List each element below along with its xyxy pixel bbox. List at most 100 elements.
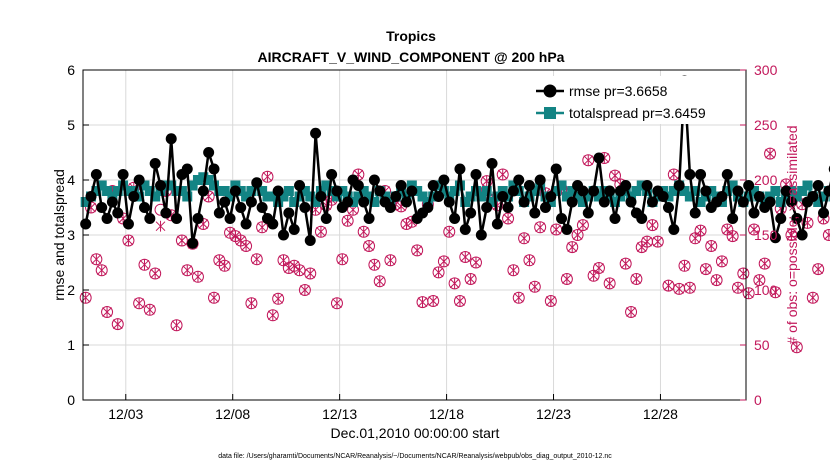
- totalspread-point: [273, 197, 284, 207]
- obs-assimilated-point: [439, 256, 449, 267]
- obs-assimilated-point: [417, 296, 428, 308]
- obs-possible-point: [592, 262, 605, 274]
- totalspread-point: [262, 191, 273, 202]
- totalspread-point: [246, 186, 257, 196]
- left-y-tick-label: 2: [67, 282, 75, 298]
- rmse-point: [374, 185, 386, 197]
- obs-assimilated-point: [519, 232, 529, 244]
- rmse-point: [475, 229, 487, 241]
- rmse-point: [636, 213, 648, 224]
- totalspread-point: [690, 186, 701, 196]
- obs-possible-point: [710, 274, 723, 287]
- rmse-point: [400, 196, 412, 208]
- obs-possible-point: [769, 286, 782, 299]
- obs-possible-point: [357, 225, 370, 238]
- rmse-point: [117, 169, 129, 180]
- obs-possible-point: [630, 273, 643, 285]
- rmse-point: [272, 185, 284, 197]
- rmse-point: [128, 191, 140, 202]
- rmse-point: [342, 196, 354, 208]
- rmse-point: [534, 174, 546, 186]
- rmse-point: [556, 213, 568, 224]
- rmse-point: [133, 174, 145, 186]
- obs-assimilated-point: [102, 306, 112, 318]
- obs-assimilated-point: [668, 169, 679, 180]
- rmse-point: [235, 202, 247, 213]
- obs-assimilated-point: [701, 263, 711, 275]
- totalspread-point: [358, 186, 369, 196]
- obs-possible-point: [298, 284, 311, 296]
- obs-assimilated-point: [332, 297, 342, 309]
- obs-possible-point: [544, 295, 557, 307]
- totalspread-point: [321, 180, 332, 191]
- right-y-tick-label: 0: [754, 392, 762, 408]
- right-y-tick-label: 200: [754, 172, 778, 188]
- obs-possible-point: [699, 263, 712, 276]
- totalspread-point: [171, 186, 182, 196]
- obs-possible-point: [507, 264, 520, 277]
- left-y-tick-label: 1: [67, 337, 75, 353]
- rmse-point: [625, 196, 637, 208]
- obs-assimilated-point: [305, 268, 316, 279]
- obs-assimilated-point: [209, 292, 219, 304]
- obs-possible-point: [619, 257, 632, 270]
- rmse-point: [315, 191, 327, 202]
- rmse-point: [251, 177, 263, 189]
- obs-possible-point: [250, 253, 263, 266]
- obs-possible-point: [175, 234, 188, 247]
- obs-possible-point: [79, 291, 92, 304]
- totalspread-point: [449, 186, 460, 196]
- rmse-point: [796, 229, 808, 241]
- totalspread-point: [299, 186, 310, 196]
- rmse-point: [577, 185, 589, 197]
- obs-assimilated-point: [150, 268, 161, 279]
- totalspread-point: [364, 191, 375, 202]
- obs-possible-point: [496, 168, 509, 181]
- x-tick-label: 12/23: [536, 406, 571, 422]
- obs-possible-point: [464, 273, 477, 285]
- obs-assimilated-point: [155, 220, 166, 232]
- rmse-point: [737, 196, 749, 208]
- totalspread-point: [203, 175, 214, 185]
- totalspread-point: [679, 186, 690, 196]
- obs-assimilated-point: [193, 271, 203, 283]
- obs-possible-point: [363, 240, 376, 252]
- obs-possible-point: [272, 292, 285, 305]
- totalspread-point: [96, 180, 107, 191]
- totalspread-point: [610, 197, 621, 207]
- rmse-point: [748, 207, 760, 219]
- rmse-point: [593, 152, 605, 164]
- obs-assimilated-point: [652, 236, 663, 247]
- obs-possible-point: [726, 230, 739, 243]
- obs-possible-point: [737, 267, 750, 280]
- obs-assimilated-point: [428, 295, 439, 307]
- obs-assimilated-point: [112, 318, 123, 330]
- rmse-point: [288, 224, 300, 235]
- rmse-series: [80, 75, 830, 249]
- rmse-point: [550, 163, 562, 175]
- obs-assimilated-point: [364, 240, 374, 252]
- obs-possible-point: [753, 274, 766, 287]
- rmse-point: [727, 213, 739, 224]
- rmse-point: [620, 180, 632, 191]
- rmse-point: [101, 213, 113, 224]
- totalspread-point: [487, 197, 498, 207]
- obs-assimilated-point: [283, 262, 294, 274]
- obs-possible-point: [566, 241, 579, 254]
- obs-assimilated-point: [139, 259, 150, 271]
- rmse-point: [646, 196, 658, 208]
- obs-possible-point: [437, 255, 450, 268]
- totalspread-point: [283, 186, 294, 196]
- obs-assimilated-point: [759, 258, 770, 269]
- rmse-point: [764, 196, 776, 208]
- totalspread-point: [438, 186, 449, 196]
- rmse-point: [566, 196, 578, 208]
- obs-possible-point: [758, 257, 771, 270]
- obs-assimilated-point: [620, 258, 631, 269]
- totalspread-point: [225, 191, 236, 202]
- rmse-point: [390, 191, 402, 202]
- obs-possible-point: [432, 266, 445, 279]
- rmse-point: [775, 213, 787, 224]
- rmse-point: [588, 185, 600, 197]
- obs-assimilated-point: [626, 306, 636, 318]
